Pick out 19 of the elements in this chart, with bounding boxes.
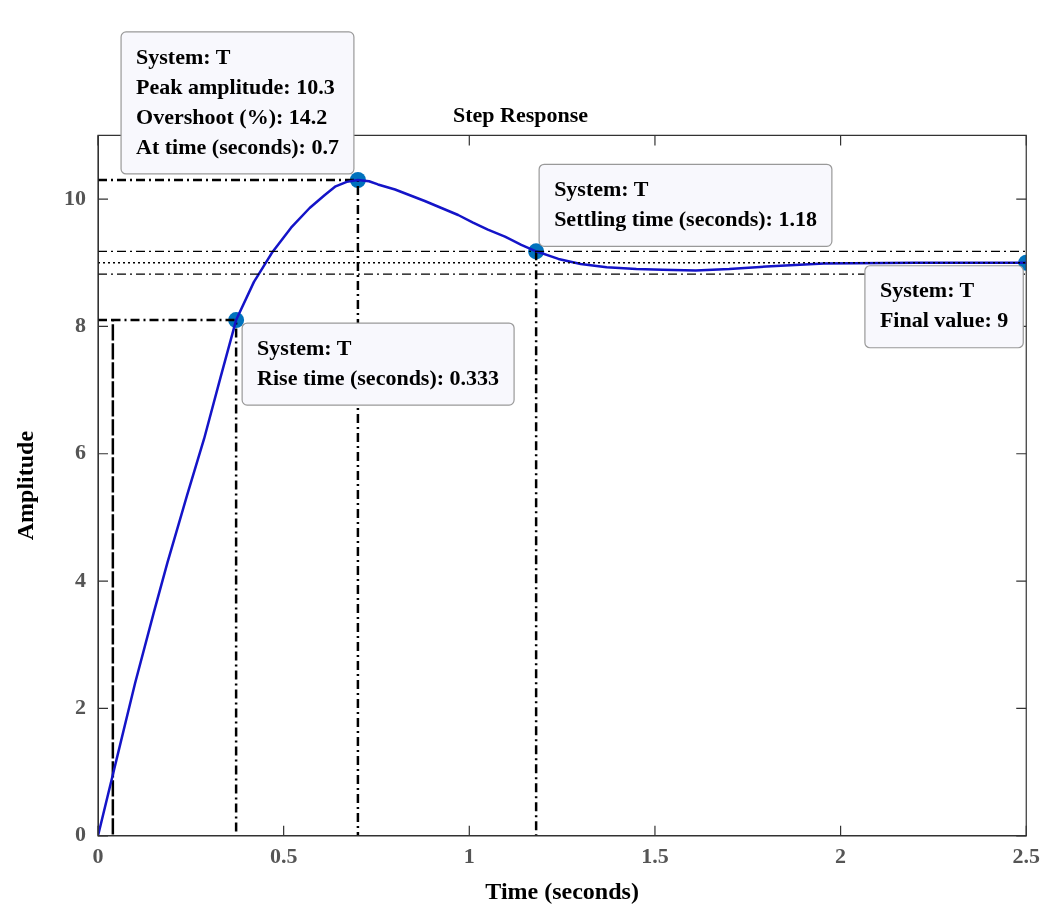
chart-title: Step Response [452, 101, 589, 127]
x-tick-label: 1.5 [641, 842, 669, 868]
x-tick-label: 1 [463, 842, 475, 868]
y-tick-label: 0 [75, 821, 86, 847]
x-tick-label: 2.5 [1012, 842, 1040, 868]
annotation: System: T Rise time (seconds): 0.333 [257, 334, 500, 390]
y-tick-label: 2 [75, 694, 86, 720]
y-axis-title: Amplitude [11, 430, 38, 541]
y-tick-label: 8 [75, 312, 86, 338]
x-tick-label: 0.5 [269, 842, 298, 868]
y-tick-label: 10 [64, 184, 86, 210]
y-tick-label: 4 [75, 566, 86, 592]
annotation: System: T Final value: 9 [879, 277, 1009, 333]
x-axis-title: Time (seconds) [485, 877, 639, 904]
annotation: System: T Peak amplitude: 10.3 Overshoot (%): 14.2 At time (seconds): 0.7 [136, 43, 339, 159]
x-tick-label: 0 [92, 842, 104, 868]
annotation: System: T Settling time (seconds): 1.18 [554, 175, 817, 231]
y-tick-label: 6 [75, 439, 86, 465]
x-tick-label: 2 [835, 842, 847, 868]
